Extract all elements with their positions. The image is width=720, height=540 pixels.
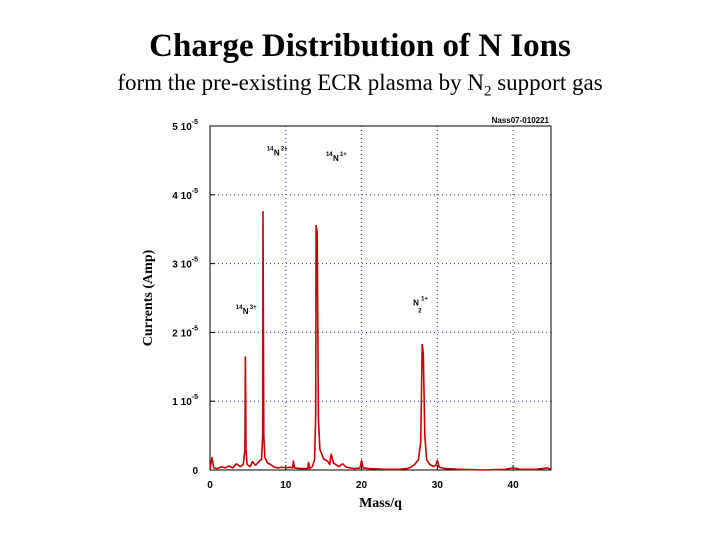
x-tick-label: 20 xyxy=(356,480,368,491)
y-tick-label: 1 10-5 xyxy=(172,394,198,408)
ion-element: N xyxy=(413,299,419,308)
page-subtitle: form the pre-existing ECR plasma by N2 s… xyxy=(0,70,720,101)
ion-mass: 14 xyxy=(267,147,274,153)
plot-frame xyxy=(209,125,552,471)
ion-label: N2 1+ xyxy=(413,297,428,315)
ion-subscript: 2 xyxy=(418,309,422,315)
x-tick-label: 30 xyxy=(432,480,444,491)
peak-markers xyxy=(244,211,424,359)
ion-mass: 14 xyxy=(326,152,333,158)
peak-point xyxy=(315,224,317,227)
page-title: Charge Distribution of N Ions xyxy=(149,28,571,64)
ion-charge: 2+ xyxy=(281,147,288,153)
peak-point xyxy=(262,211,264,213)
peak-point xyxy=(421,343,424,346)
ion-charge: 3+ xyxy=(250,305,257,311)
ion-mass: 14 xyxy=(236,305,243,311)
ion-annotations: 14 N 3+14 N 2+14 N 1+N21+ xyxy=(236,147,429,316)
peak-point xyxy=(244,356,247,359)
subtitle-prefix: form the pre-existing ECR plasma by N xyxy=(117,70,484,95)
subtitle-subscript: 2 xyxy=(483,83,492,100)
x-tick-label: 10 xyxy=(280,480,292,491)
tick-labels: 0 10 20 30 40 0 1 10-5 2 10-5 3 10-5 4 10-5 5 10-5 xyxy=(172,119,519,491)
ion-charge: 1+ xyxy=(340,152,347,158)
ion-label: 14 N 3+ xyxy=(236,305,257,316)
ion-element: N xyxy=(243,307,249,316)
x-tick-label: 0 xyxy=(207,480,213,491)
y-tick-label: 0 xyxy=(192,466,198,477)
series-line xyxy=(209,211,552,471)
x-tick-label: 40 xyxy=(508,480,520,491)
ion-charge: 1+ xyxy=(421,297,428,303)
ion-label: 14 N 2+ xyxy=(267,147,288,158)
ion-label: 14 N 1+ xyxy=(326,152,347,163)
y-axis-label: Currents (Amp) xyxy=(141,249,156,346)
ion-element: N xyxy=(333,154,339,163)
x-axis-label: Mass/q xyxy=(359,496,402,511)
y-tick-label: 5 10-5 xyxy=(172,119,198,133)
y-tick-label: 3 10-5 xyxy=(172,257,198,271)
y-tick-label: 2 10-5 xyxy=(172,325,198,339)
grid xyxy=(210,126,551,470)
ion-element: N xyxy=(274,149,280,158)
dataset-tag: Nass07-010221 xyxy=(492,116,550,125)
subtitle-suffix: support gas xyxy=(491,70,603,95)
y-tick-label: 4 10-5 xyxy=(172,188,198,202)
